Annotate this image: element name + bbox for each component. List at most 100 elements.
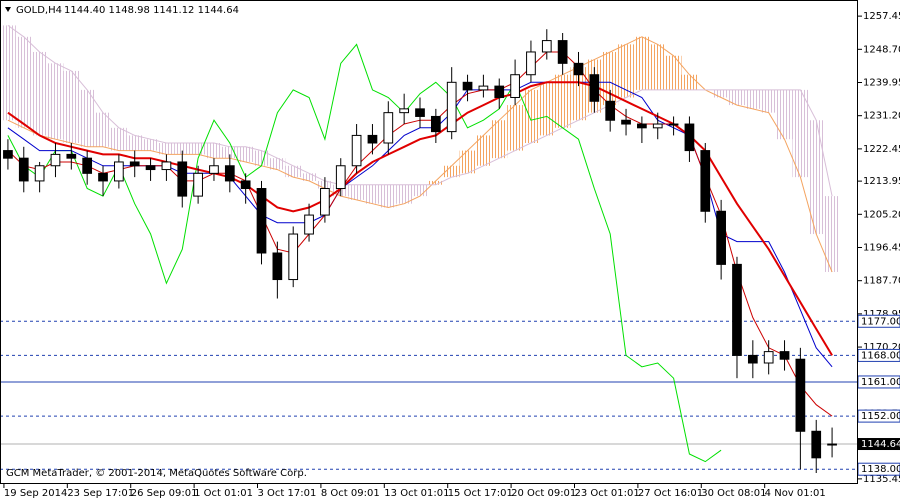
symbol: GOLD,H4 [16, 5, 62, 16]
candle-body [383, 112, 394, 144]
candle-body [732, 263, 742, 356]
cloud-band [31, 51, 48, 136]
candle-body [50, 153, 61, 167]
x-tick-label: 26 Sep 09:01 [131, 488, 198, 499]
cloud-band [760, 89, 777, 113]
candle-body [82, 157, 93, 174]
cloud-band [285, 165, 302, 178]
candle-body [224, 165, 235, 182]
candle-body [240, 180, 251, 190]
candle-body [700, 150, 711, 212]
candle-body [34, 165, 45, 182]
y-tick-label: 1205.20 [863, 209, 900, 220]
cloud-band [475, 135, 492, 166]
cloud-band [253, 150, 270, 166]
plot-border [0, 0, 858, 484]
candle-body [557, 40, 568, 64]
cloud-band [380, 184, 397, 208]
candle-body [320, 188, 330, 216]
cloud-band [269, 158, 286, 170]
candle-body [684, 123, 695, 152]
cloud-band [665, 55, 682, 90]
candle-body [621, 119, 631, 125]
candle-body [66, 153, 77, 159]
candle-body [747, 354, 758, 364]
menu-arrow[interactable] [5, 7, 11, 12]
x-tick-label: 3 Oct 17:01 [258, 488, 317, 499]
candle-body [494, 85, 505, 98]
cloud-band [808, 120, 825, 235]
cloud-band [570, 67, 587, 121]
y-tick-label: 1187.70 [863, 276, 900, 287]
cloud-band [396, 184, 413, 204]
candle-body [193, 172, 203, 197]
candle-body [415, 108, 425, 117]
level-label: 1177.00 [861, 316, 900, 327]
candle-body [177, 161, 188, 197]
candle-body [209, 165, 219, 174]
cloud-band [523, 89, 539, 143]
cloud-band [649, 44, 666, 90]
cloud-band [158, 143, 175, 155]
candle-body [304, 214, 314, 235]
candle-body [526, 51, 536, 76]
cloud-band [142, 139, 159, 151]
candle-body [335, 165, 346, 190]
cloud-band [364, 184, 381, 204]
y-tick-label: 1222.45 [863, 144, 900, 155]
cloud-edge [7, 36, 833, 273]
candle-body [668, 123, 679, 126]
y-tick-label: 1170.20 [863, 342, 900, 353]
candle-body [145, 165, 156, 171]
cloud-band [110, 127, 127, 151]
cloud-band [713, 89, 730, 98]
y-tick-label: 1257.45 [863, 11, 900, 22]
cloud-band [206, 143, 222, 159]
cloud-band [824, 196, 840, 272]
x-tick-label: 23 Oct 01:01 [574, 488, 639, 499]
y-tick-label: 1239.95 [863, 78, 900, 89]
level-label: 1168.00 [861, 350, 900, 361]
indicator-line [7, 81, 833, 356]
candle-body [446, 81, 457, 133]
x-tick-label: 23 Sep 17:01 [67, 488, 134, 499]
level-label: 1152.00 [861, 411, 900, 422]
candle-body [827, 443, 837, 446]
cloud-band [618, 44, 634, 98]
x-tick-label: 1 Oct 01:01 [194, 488, 253, 499]
y-tick-label: 1196.45 [863, 243, 900, 254]
cloud-band [776, 89, 793, 140]
y-tick-label: 1248.70 [863, 44, 900, 55]
candle-body [399, 108, 410, 114]
cloud-band [729, 89, 745, 106]
candle-body [272, 252, 283, 281]
candle-body [589, 74, 600, 102]
indicator-line [7, 43, 722, 463]
candle-body [288, 233, 299, 281]
candle-body [367, 134, 378, 144]
candle-body [351, 134, 362, 167]
candle-body [541, 40, 552, 53]
cloud-band [221, 146, 238, 159]
cloud-band [633, 36, 650, 90]
y-tick-label: 1135.45 [863, 474, 900, 485]
cloud-band [507, 105, 524, 151]
candle-body [637, 123, 647, 129]
cloud-band [538, 82, 555, 136]
x-tick-label: 20 Oct 09:01 [511, 488, 576, 499]
cloud-band [126, 135, 143, 151]
cloud-band [491, 120, 508, 159]
candle-body [98, 172, 108, 182]
candle-body [510, 74, 520, 98]
candle-body [811, 430, 822, 459]
cloud-band [412, 184, 428, 197]
cloud-band [95, 112, 111, 147]
cloud-band [237, 146, 254, 162]
x-tick-label: 19 Sep 2014 [4, 488, 67, 499]
cloud-band [0, 25, 16, 121]
candle-body [795, 358, 806, 432]
x-tick-label: 30 Oct 08:01 [701, 488, 766, 499]
candle-body [478, 85, 489, 91]
